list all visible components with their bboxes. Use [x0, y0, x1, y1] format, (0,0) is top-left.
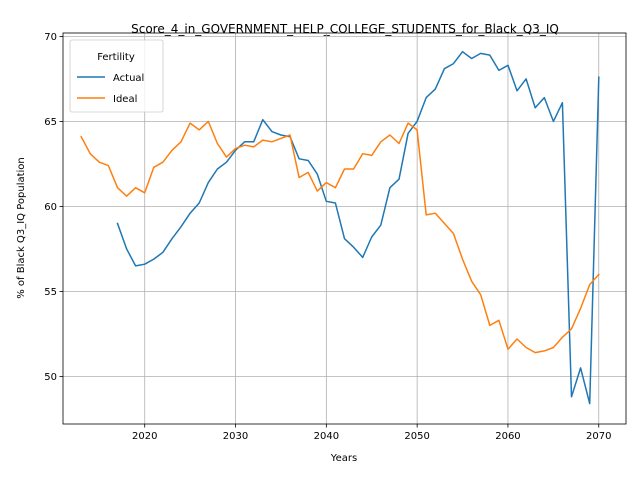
- x-tick-label: 2070: [586, 431, 611, 442]
- legend-label-actual: Actual: [113, 73, 144, 84]
- y-axis-label: % of Black Q3_IQ Population: [16, 157, 27, 299]
- y-tick-label: 65: [44, 117, 57, 128]
- series-lines: [80, 50, 600, 405]
- x-tick-label: 2030: [223, 431, 248, 442]
- x-tick-label: 2020: [132, 431, 157, 442]
- series-line-ideal: [80, 120, 600, 354]
- x-tick-label: 2050: [404, 431, 429, 442]
- y-tick-label: 50: [44, 372, 57, 383]
- plot-frame: [62, 32, 627, 425]
- x-axis-label: Years: [330, 453, 357, 464]
- legend-title: Fertility: [97, 52, 135, 63]
- series-line-actual: [116, 50, 600, 405]
- y-tick-label: 70: [44, 32, 57, 43]
- legend-label-ideal: Ideal: [113, 94, 137, 105]
- x-tick-label: 2040: [314, 431, 339, 442]
- legend: Fertility Actual Ideal: [69, 39, 164, 113]
- x-tick-label: 2060: [495, 431, 520, 442]
- axis-ticks: 2020 2030 2040 2050 2060 2070 50 55 60 65 70: [44, 32, 611, 442]
- y-tick-label: 60: [44, 202, 57, 213]
- y-tick-label: 55: [44, 287, 57, 298]
- chart-title: Score_4_in_GOVERNMENT_HELP_COLLEGE_STUDE…: [131, 22, 559, 36]
- legend-box: [69, 39, 164, 113]
